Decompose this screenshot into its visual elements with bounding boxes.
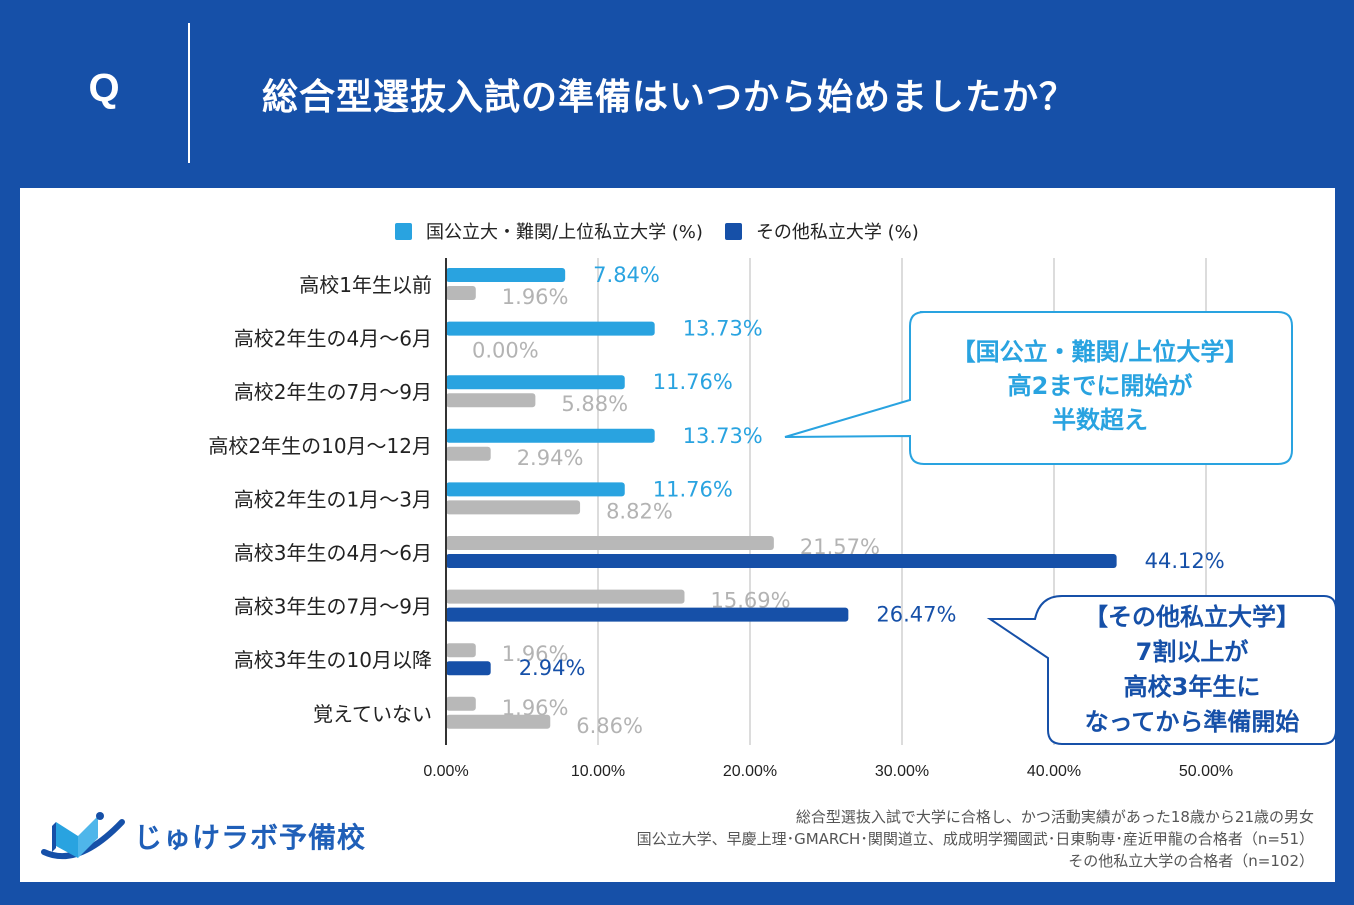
callout-text: 高2までに開始が — [1008, 372, 1193, 400]
callout-text: 7割以上が — [1136, 638, 1249, 666]
data-label: 5.88% — [561, 392, 628, 416]
bar-series-a — [446, 375, 625, 390]
bar-series-a — [446, 268, 566, 282]
legend-label-series-b: その他私立大学 (%) — [755, 222, 919, 243]
category-label: 覚えていない — [313, 702, 432, 726]
logo: じゅけラボ予備校 — [38, 808, 366, 864]
data-label: 6.86% — [576, 714, 643, 738]
bar-series-b — [446, 661, 491, 676]
x-tick-label: 0.00% — [423, 763, 468, 780]
legend-swatch-series-a — [395, 222, 412, 240]
bar-series-a — [446, 696, 476, 711]
legend-item-series-a: 国公立大・難関/上位私立大学 (%) — [395, 218, 703, 244]
logo-text: じゅけラボ予備校 — [134, 821, 367, 854]
category-label: 高校3年生の10月以降 — [234, 648, 432, 672]
callout-text: 高校3年生に — [1124, 673, 1261, 701]
bar-series-b — [446, 607, 849, 622]
bar-series-a — [446, 321, 655, 336]
category-label: 高校2年生の7月〜9月 — [234, 380, 432, 404]
callout-bubble — [784, 311, 1293, 465]
category-label: 高校2年生の10月〜12月 — [208, 434, 432, 458]
category-label: 高校1年生以前 — [299, 273, 432, 297]
x-tick-label: 40.00% — [1027, 763, 1081, 780]
bar-series-a — [446, 643, 476, 658]
data-label: 8.82% — [606, 499, 673, 523]
chart-panel — [20, 188, 1335, 882]
category-label: 高校2年生の4月〜6月 — [234, 327, 432, 351]
bar-series-a — [446, 482, 625, 497]
chart-title: 総合型選抜入試の準備はいつから始めましたか？ — [262, 77, 1077, 118]
callout-text: 【その他私立大学】 — [1084, 603, 1300, 631]
note-line: その他私立大学の合格者（n=102） — [1068, 852, 1314, 870]
callout-text: 【国公立・難関/上位大学】 — [952, 338, 1249, 366]
header-divider — [188, 23, 190, 163]
callout-text: なってから準備開始 — [1085, 708, 1300, 736]
data-label: 2.94% — [517, 446, 584, 470]
data-label: 2.94% — [519, 656, 586, 680]
book-logo-icon — [41, 812, 125, 860]
data-label: 1.96% — [502, 285, 569, 309]
x-tick-label: 10.00% — [571, 763, 625, 780]
bar-series-a — [446, 428, 655, 443]
bar-series-b — [446, 286, 476, 300]
x-tick-label: 50.00% — [1179, 763, 1233, 780]
legend-swatch-series-b — [724, 222, 742, 240]
survey-notes: 総合型選抜入試で大学に合格し、かつ活動実績があった18歳から21歳の男女 国公立… — [637, 806, 1314, 872]
data-label: 13.73% — [683, 424, 763, 448]
note-line: 総合型選抜入試で大学に合格し、かつ活動実績があった18歳から21歳の男女 — [795, 808, 1314, 826]
bar-series-b — [446, 714, 551, 729]
legend-label-series-a: 国公立大・難関/上位私立大学 (%) — [426, 222, 703, 243]
data-label: 11.76% — [653, 370, 733, 394]
bar-series-b — [446, 446, 491, 461]
x-tick-label: 30.00% — [875, 763, 929, 780]
header-banner: Q 総合型選抜入試の準備はいつから始めましたか？ — [0, 0, 1354, 187]
data-label: 0.00% — [472, 339, 539, 363]
callout-bubble — [986, 595, 1337, 745]
bar-series-a — [446, 589, 685, 604]
chart-legend: 国公立大・難関/上位私立大学 (%) その他私立大学 (%) — [395, 218, 941, 244]
bar-series-b — [446, 500, 581, 515]
bar-series-b — [446, 393, 536, 408]
bar-series-b — [446, 554, 1117, 568]
legend-item-series-b: その他私立大学 (%) — [724, 218, 919, 244]
data-label: 11.76% — [653, 477, 733, 501]
category-label: 高校3年生の4月〜6月 — [234, 541, 432, 565]
question-mark-label: Q — [88, 66, 120, 110]
bar-series-a — [446, 536, 774, 550]
x-tick-label: 20.00% — [723, 763, 777, 780]
data-label: 13.73% — [683, 317, 763, 341]
callout-text: 半数超え — [1052, 406, 1148, 434]
data-label: 7.84% — [593, 263, 660, 287]
data-label: 44.12% — [1145, 549, 1225, 573]
category-label: 高校3年生の7月〜9月 — [234, 595, 432, 619]
note-line: 国公立大学、早慶上理･GMARCH･関関道立、成成明学獨國武･日東駒専･産近甲龍… — [636, 830, 1314, 848]
category-label: 高校2年生の1月〜3月 — [234, 487, 432, 511]
data-label: 1.96% — [502, 642, 569, 666]
data-label: 26.47% — [876, 603, 956, 627]
